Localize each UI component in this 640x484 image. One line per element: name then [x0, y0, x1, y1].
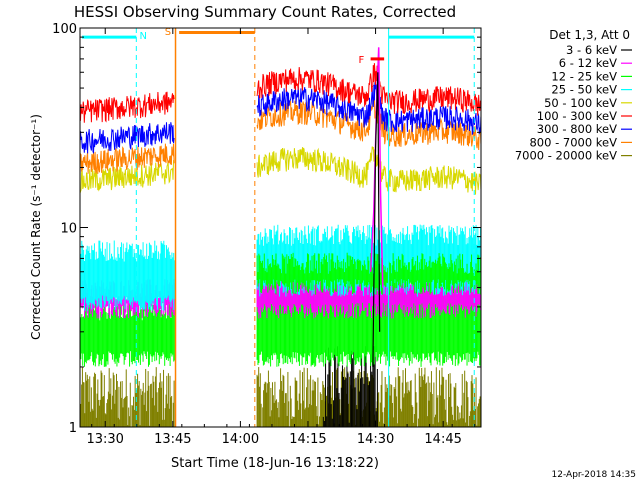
- flare-spike-3-6: [372, 72, 381, 367]
- chart-title: HESSI Observing Summary Count Rates, Cor…: [74, 3, 456, 21]
- legend-label: 7000 - 20000 keV: [515, 149, 617, 163]
- x-tick-label: 14:00: [222, 432, 259, 447]
- legend-label: 25 - 50 keV: [551, 83, 617, 97]
- y-axis-label: Corrected Count Rate (s⁻¹ detector⁻¹): [29, 114, 43, 340]
- plot-layer: N S F: [79, 27, 482, 427]
- legend-label: 50 - 100 keV: [544, 96, 617, 110]
- legend-label: 800 - 7000 keV: [529, 135, 617, 149]
- series-25-50-seg1: [79, 240, 176, 312]
- x-tick-label: 14:30: [357, 432, 394, 447]
- x-axis-label: Start Time (18-Jun-16 13:18:22): [171, 456, 379, 471]
- label-S: S: [165, 27, 171, 38]
- y-tick-label: 100: [52, 22, 77, 37]
- legend-header: Det 1,3, Att 0: [549, 28, 630, 42]
- x-tick-label: 14:15: [289, 432, 326, 447]
- x-tick-label: 13:30: [86, 432, 123, 447]
- series-100-300-seg1: [79, 91, 175, 123]
- series-100-300-seg2: [256, 63, 482, 116]
- x-tick-label: 13:45: [154, 432, 191, 447]
- legend-label: 300 - 800 keV: [537, 122, 617, 136]
- y-tick-label: 10: [60, 222, 77, 237]
- timestamp: 12-Apr-2018 14:35: [552, 470, 636, 480]
- series-12-25-upper: [256, 252, 482, 295]
- series-7000-20000-seg1: [79, 367, 175, 427]
- legend-label: 6 - 12 keV: [559, 56, 617, 70]
- legend-label: 12 - 25 keV: [551, 69, 617, 83]
- y-tick-label: 1: [69, 421, 77, 436]
- legend-label: 100 - 300 keV: [537, 109, 617, 123]
- label-F: F: [358, 55, 364, 66]
- label-N: N: [139, 31, 146, 42]
- series-300-800-seg1: [79, 122, 175, 154]
- axes: 13:30 13:45 14:00 14:15 14:30 14:45 1 10 100: [52, 22, 481, 447]
- legend-label: 3 - 6 keV: [566, 43, 617, 57]
- x-tick-label: 14:45: [424, 432, 461, 447]
- series-50-100-seg1: [79, 159, 175, 194]
- series-50-100-seg2: [256, 146, 482, 195]
- series-300-800-seg2: [256, 82, 482, 136]
- series-800-7000-seg1: [79, 143, 175, 174]
